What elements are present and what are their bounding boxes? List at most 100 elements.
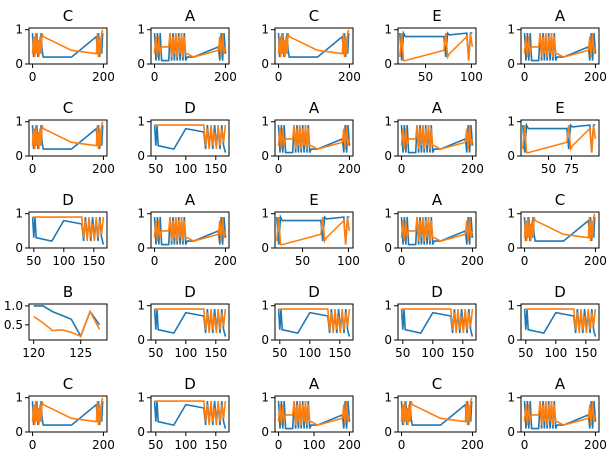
- subplot-title: C: [555, 191, 565, 209]
- subplot-title: E: [309, 191, 318, 209]
- x-tick-label: 0: [521, 70, 529, 84]
- axes-frame: [520, 211, 600, 249]
- axes-frame: [274, 395, 354, 433]
- series-line-2: [401, 308, 474, 334]
- subplot-9: A 0 200 0 1: [384, 99, 484, 176]
- x-tick-label: 200: [338, 162, 361, 176]
- subplot-5: A 0 200 0 1: [507, 7, 607, 84]
- x-tick-label: 0: [151, 254, 159, 268]
- y-tick-label: 0: [261, 333, 269, 347]
- y-tick-label: 1: [384, 115, 392, 129]
- x-tick-label: 100: [298, 346, 321, 360]
- x-tick-label: 0: [275, 438, 283, 452]
- subplot-title: D: [308, 283, 320, 301]
- y-tick-label: 0: [384, 333, 392, 347]
- series-line-1: [523, 33, 597, 62]
- subplot-13: E 50 100 0 1: [261, 191, 360, 268]
- subplot-title: D: [431, 283, 443, 301]
- y-tick-label: 1: [15, 391, 23, 405]
- subplot-title: D: [184, 99, 196, 117]
- subplot-4: E 50 100 0 1: [384, 7, 483, 84]
- x-tick-label: 150: [328, 346, 351, 360]
- x-tick-label: 75: [564, 162, 579, 176]
- series-line-2: [400, 217, 474, 242]
- y-tick-label: 0: [137, 333, 145, 347]
- series-line-2: [278, 308, 351, 334]
- y-tick-label: 1: [507, 299, 515, 313]
- axes-frame: [150, 303, 230, 341]
- series-line-2: [400, 125, 474, 150]
- subplot-title: A: [185, 191, 196, 209]
- x-tick-label: 0: [29, 162, 37, 176]
- series-line-2: [154, 308, 227, 334]
- subplot-title: D: [62, 191, 74, 209]
- x-tick-label: 50: [148, 438, 163, 452]
- axes-frame: [274, 119, 354, 157]
- series-line-1: [153, 33, 227, 62]
- y-tick-label: 1: [137, 391, 145, 405]
- y-tick-label: 0: [261, 57, 269, 71]
- axes-frame: [397, 211, 477, 249]
- y-tick-label: 1: [261, 207, 269, 221]
- y-tick-label: 0: [261, 425, 269, 439]
- axes-frame: [150, 119, 230, 157]
- x-tick-label: 100: [303, 438, 326, 452]
- axes-frame: [274, 303, 354, 341]
- axes-frame: [520, 395, 600, 433]
- subplot-25: A 0 200 0 1: [507, 375, 607, 452]
- x-tick-label: 100: [174, 162, 197, 176]
- series-line-2: [32, 216, 105, 242]
- axes-frame: [397, 119, 477, 157]
- x-tick-label: 0: [151, 70, 159, 84]
- series-line-2: [524, 308, 597, 334]
- y-tick-label: 1: [137, 115, 145, 129]
- axes-frame: [520, 27, 600, 65]
- x-tick-label: 200: [338, 438, 361, 452]
- y-tick-label: 1: [261, 299, 269, 313]
- subplot-title: A: [309, 375, 320, 393]
- subplot-14: A 0 200 0 1: [384, 191, 484, 268]
- y-tick-label: 1: [384, 299, 392, 313]
- series-line-2: [277, 125, 351, 150]
- x-tick-label: 100: [174, 346, 197, 360]
- y-tick-label: 0: [137, 57, 145, 71]
- axes-frame: [150, 395, 230, 433]
- y-tick-label: 0: [507, 57, 515, 71]
- x-tick-label: 200: [584, 254, 607, 268]
- x-tick-label: 150: [204, 162, 227, 176]
- series-line-2: [523, 213, 596, 242]
- axes-frame: [274, 211, 354, 249]
- y-tick-label: 1: [261, 391, 269, 405]
- x-tick-label: 200: [338, 70, 361, 84]
- y-tick-label: 0: [261, 149, 269, 163]
- axes-frame: [28, 395, 108, 433]
- y-tick-label: 1: [15, 207, 23, 221]
- x-tick-label: 0: [275, 70, 283, 84]
- series-line-1: [522, 122, 596, 153]
- y-tick-label: 0.5: [4, 318, 23, 332]
- axes-frame: [397, 303, 477, 341]
- y-tick-label: 1: [384, 23, 392, 37]
- x-tick-label: 120: [22, 346, 45, 360]
- x-tick-label: 200: [92, 438, 115, 452]
- y-tick-label: 1: [137, 207, 145, 221]
- x-tick-label: 100: [460, 70, 483, 84]
- x-tick-label: 0: [398, 162, 406, 176]
- x-tick-label: 200: [461, 438, 484, 452]
- series-line-1: [277, 401, 351, 430]
- y-tick-label: 1: [261, 115, 269, 129]
- y-tick-label: 1: [384, 207, 392, 221]
- subplot-title: C: [432, 375, 442, 393]
- subplot-title: C: [63, 7, 73, 25]
- subplot-title: E: [432, 7, 441, 25]
- series-line-1: [400, 125, 474, 154]
- y-tick-label: 0: [384, 425, 392, 439]
- x-tick-label: 200: [92, 162, 115, 176]
- y-tick-label: 1: [384, 391, 392, 405]
- subplot-6: C 0 200 0 1: [15, 99, 115, 176]
- y-tick-label: 0: [137, 149, 145, 163]
- y-tick-label: 0: [384, 241, 392, 255]
- series-line-1: [400, 217, 474, 246]
- y-tick-label: 0: [507, 241, 515, 255]
